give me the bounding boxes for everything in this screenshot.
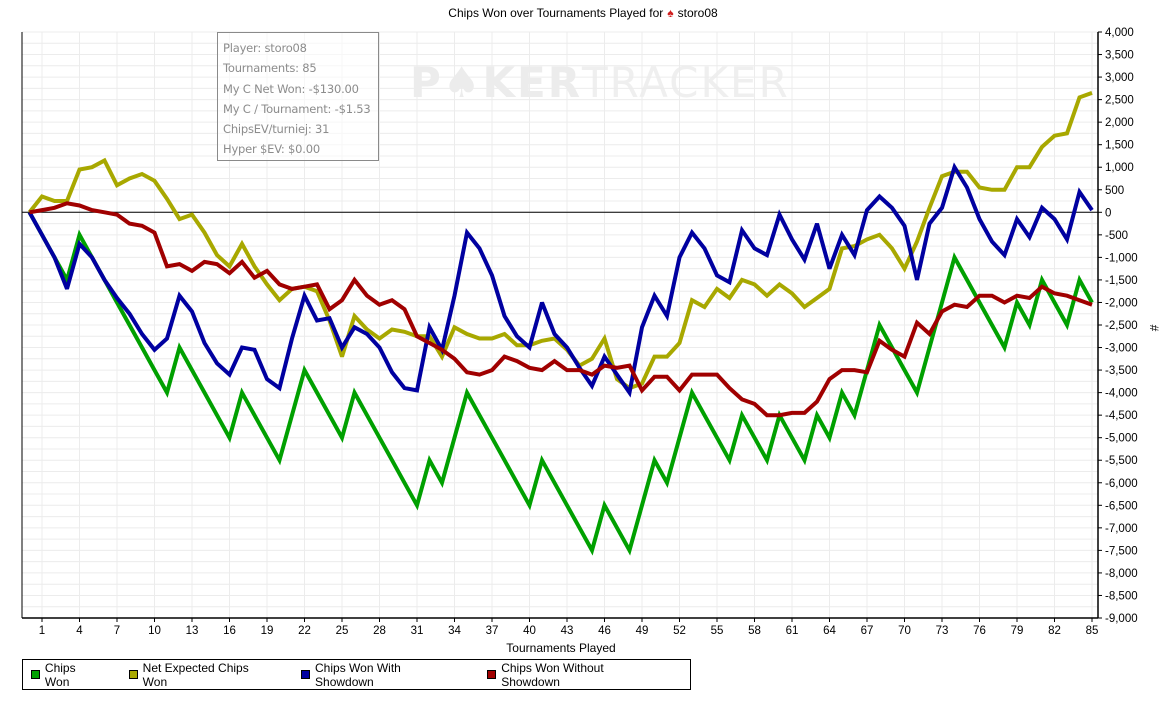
y-tick-label: -1,000	[1105, 252, 1138, 264]
x-axis-title: Tournaments Played	[506, 641, 615, 655]
x-tick-label: 58	[748, 625, 761, 637]
info-chipsev: ChipsEV/turniej: 31	[223, 122, 330, 137]
y-tick-label: -2,500	[1105, 320, 1138, 332]
x-tick-label: 19	[261, 625, 274, 637]
x-tick-label: 46	[598, 625, 611, 637]
legend-label: Chips Won With Showdown	[315, 660, 401, 689]
legend-swatch	[487, 670, 497, 679]
info-hyper-sev: Hyper $EV: $0.00	[223, 142, 320, 157]
legend-swatch	[31, 670, 40, 679]
y-tick-label: -6,000	[1105, 478, 1138, 490]
y-tick-label: -9,000	[1105, 613, 1138, 625]
x-tick-label: 13	[186, 625, 199, 637]
x-tick-label: 64	[823, 625, 836, 637]
y-tick-label: -6,500	[1105, 500, 1138, 512]
x-tick-label: 34	[448, 625, 461, 637]
series-line-net-expected-chips-won	[27, 91, 1093, 391]
series-line-chips-won-without-showdown	[29, 201, 1093, 418]
x-tick-label: 79	[1011, 625, 1024, 637]
legend-label: Chips Won Without Showdown	[501, 660, 604, 689]
x-tick-label: 28	[373, 625, 386, 637]
legend-item-without-showdown[interactable]: Chips Won Without Showdown	[487, 661, 664, 689]
x-tick-label: 85	[1086, 625, 1099, 637]
x-tick-label: 70	[898, 625, 911, 637]
x-tick-label: 76	[973, 625, 986, 637]
x-tick-label: 1	[39, 625, 45, 637]
x-tick-label: 49	[636, 625, 649, 637]
x-tick-label: 40	[523, 625, 536, 637]
x-tick-label: 22	[298, 625, 311, 637]
legend-item-net-expected[interactable]: Net Expected Chips Won	[128, 660, 275, 689]
y-tick-label: -7,500	[1105, 545, 1138, 557]
x-tick-label: 37	[486, 625, 499, 637]
series-lines	[27, 91, 1094, 556]
x-tick-label: 31	[411, 625, 424, 637]
legend: Chips Won Net Expected Chips Won Chips W…	[22, 659, 691, 690]
y-tick-label: -7,000	[1105, 523, 1138, 535]
y-tick-label: -4,500	[1105, 410, 1138, 422]
y-tick-label: -3,000	[1105, 343, 1138, 355]
player-info-box: Player: storo08 Tournaments: 85 My C Net…	[217, 32, 379, 161]
x-tick-label: 43	[561, 625, 574, 637]
y-tick-label: -8,000	[1105, 568, 1138, 580]
x-tick-label: 10	[148, 625, 161, 637]
x-tick-label: 7	[114, 625, 120, 637]
info-player: Player: storo08	[223, 41, 307, 55]
x-tick-label: 61	[786, 625, 799, 637]
info-per-tournament: My C / Tournament: -$1.53	[223, 101, 371, 116]
y-axis-title: #	[1147, 325, 1161, 332]
x-tick-label: 52	[673, 625, 686, 637]
y-tick-label: -1,500	[1105, 275, 1138, 287]
y-tick-label: 3,500	[1105, 50, 1134, 62]
y-tick-label: -5,000	[1105, 433, 1138, 445]
y-tick-label: -4,000	[1105, 388, 1138, 400]
legend-item-chips-won[interactable]: Chips Won	[31, 661, 103, 689]
y-tick-label: -500	[1105, 230, 1128, 242]
info-tournaments: Tournaments: 85	[223, 61, 317, 76]
y-tick-label: 500	[1105, 185, 1124, 197]
info-net-won: My C Net Won: -$130.00	[223, 81, 359, 96]
x-tick-label: 73	[936, 625, 949, 637]
legend-item-with-showdown[interactable]: Chips Won With Showdown	[301, 661, 461, 689]
x-tick-label: 25	[336, 625, 349, 637]
series-line-chips-won	[27, 211, 1094, 556]
y-tick-label: 0	[1105, 207, 1111, 219]
legend-swatch	[128, 670, 138, 679]
chart-title: Chips Won over Tournaments Played for ♠ st…	[448, 6, 718, 20]
y-tick-label: 2,500	[1105, 95, 1134, 107]
y-tick-label: 1,500	[1105, 140, 1134, 152]
y-tick-label: 1,000	[1105, 162, 1134, 174]
axes: 1 4 7 10 13 16 19 22 25 28 31 34 37 40 43 46 49 52 55 58 61 6…	[21, 27, 1138, 637]
y-tick-label: 4,000	[1105, 27, 1134, 39]
y-tick-label: 3,000	[1105, 72, 1134, 84]
x-tick-label: 4	[76, 625, 83, 637]
x-tick-label: 55	[711, 625, 724, 637]
y-tick-label: -5,500	[1105, 455, 1138, 467]
legend-label: Chips Won	[44, 660, 76, 689]
y-tick-label: -2,000	[1105, 297, 1138, 309]
y-tick-label: -3,500	[1105, 365, 1138, 377]
legend-swatch	[301, 670, 311, 679]
y-tick-label: -8,500	[1105, 590, 1138, 602]
legend-label: Net Expected Chips Won	[142, 660, 249, 689]
y-tick-label: 2,000	[1105, 117, 1134, 129]
x-tick-label: 16	[223, 625, 236, 637]
x-tick-label: 82	[1048, 625, 1061, 637]
series-line-chips-won-with-showdown	[27, 162, 1094, 398]
pokerstars-spade-icon: ♠	[667, 6, 674, 20]
x-tick-label: 67	[861, 625, 874, 637]
